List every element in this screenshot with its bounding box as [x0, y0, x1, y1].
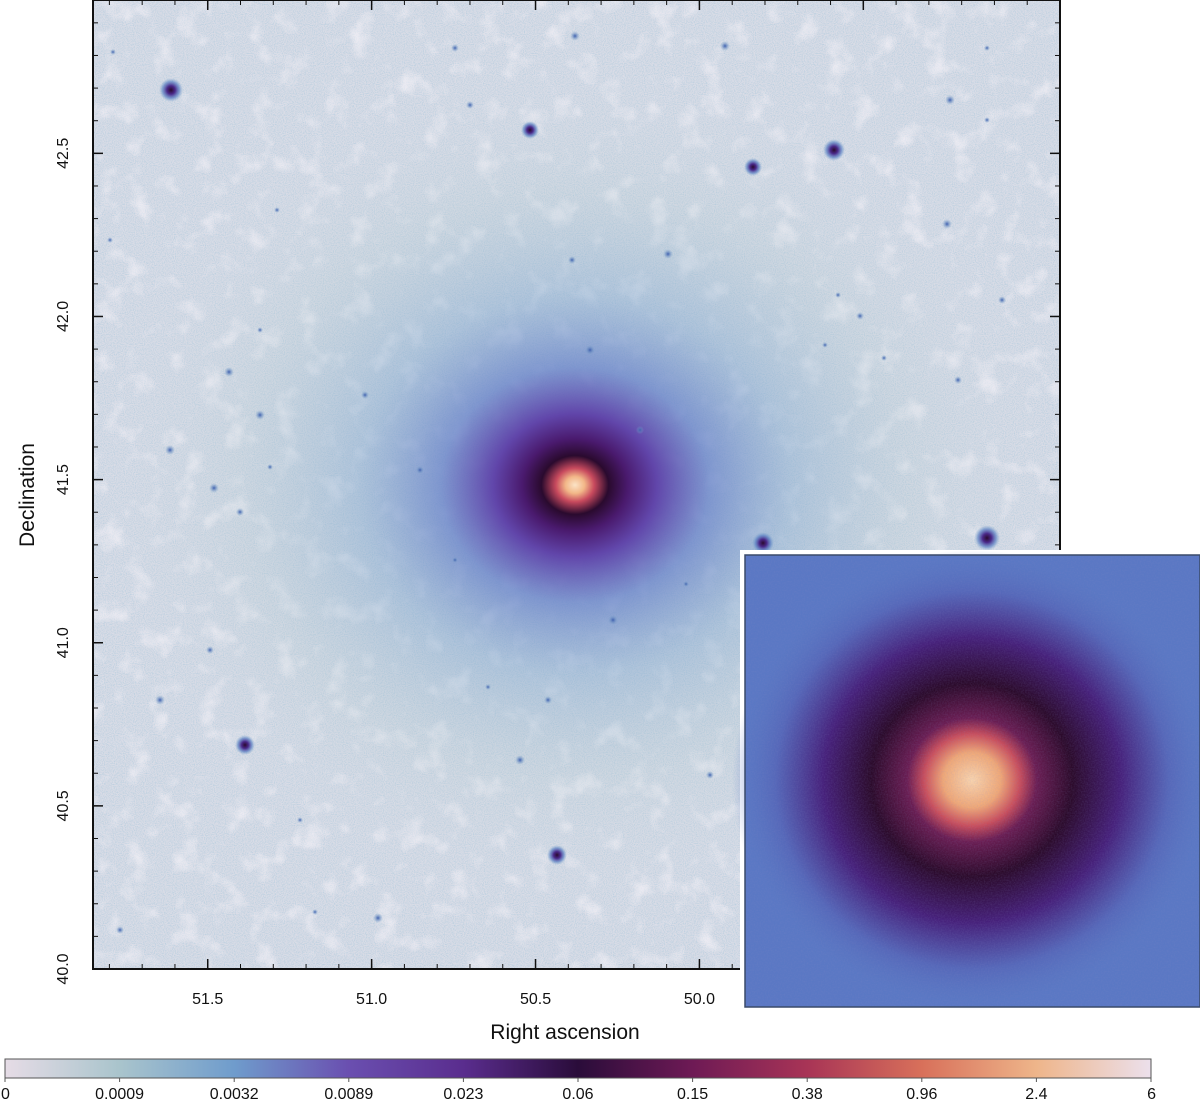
bright-star [744, 158, 762, 176]
faint-star [452, 557, 458, 563]
y-tick-label: 42.5 [55, 138, 72, 169]
colorbar-tick-label: 0.0009 [95, 1086, 144, 1101]
faint-star [451, 44, 459, 52]
colorbar-tick-label: 0.023 [443, 1086, 483, 1101]
y-tick-label: 42.0 [55, 301, 72, 332]
faint-star [568, 256, 576, 264]
faint-star [255, 410, 265, 420]
faint-star [636, 426, 644, 434]
faint-star [297, 817, 303, 823]
inset-zoom-panel [732, 550, 1200, 1010]
faint-star [224, 367, 234, 377]
colorbar: 0 0.0009 0.0032 0.0089 0.023 0.06 0.15 0.38 0.96… [1, 1058, 1156, 1101]
faint-star [856, 312, 864, 320]
faint-star [116, 926, 124, 934]
y-axis-title: Declination [16, 443, 39, 547]
bright-star [547, 845, 567, 865]
colorbar-tick-label: 0.0089 [324, 1086, 373, 1101]
faint-star [544, 696, 552, 704]
faint-star [984, 45, 990, 51]
faint-star [998, 296, 1006, 304]
faint-star [608, 615, 618, 625]
bright-star [823, 139, 845, 161]
y-tick-label: 40.5 [55, 790, 72, 821]
faint-star [515, 755, 525, 765]
bright-star [159, 78, 183, 102]
faint-star [942, 219, 952, 229]
faint-star [209, 483, 219, 493]
faint-star [485, 684, 491, 690]
faint-star [416, 466, 424, 474]
faint-star [267, 464, 273, 470]
colorbar-tick-label: 0.96 [906, 1086, 937, 1101]
y-tick-label: 41.0 [55, 627, 72, 658]
bright-star [521, 121, 539, 139]
x-tick-label: 51.0 [356, 991, 387, 1008]
y-tick-label: 40.0 [55, 953, 72, 984]
faint-star [945, 95, 955, 105]
inset-frame [744, 554, 1200, 1008]
faint-star [466, 101, 474, 109]
faint-star [312, 909, 318, 915]
faint-star [206, 646, 214, 654]
colorbar-tick-label: 6 [1147, 1086, 1156, 1101]
x-tick-label: 50.0 [684, 991, 715, 1008]
point-sources [107, 31, 1006, 934]
faint-star [373, 913, 383, 923]
y-tick-label: 41.5 [55, 464, 72, 495]
faint-star [570, 31, 580, 41]
faint-star [663, 249, 673, 259]
colorbar-gradient [4, 1058, 1152, 1079]
faint-star [683, 581, 689, 587]
faint-star [361, 391, 369, 399]
faint-star [110, 49, 116, 55]
faint-star [835, 292, 841, 298]
colorbar-tick-labels: 0 0.0009 0.0032 0.0089 0.023 0.06 0.15 0.38 0.96… [1, 1078, 1156, 1101]
colorbar-tick-label: 0.15 [677, 1086, 708, 1101]
faint-star [236, 508, 244, 516]
x-tick-label: 51.5 [192, 991, 223, 1008]
colorbar-tick-label: 0.06 [562, 1086, 593, 1101]
faint-star [585, 345, 595, 355]
faint-star [165, 445, 175, 455]
faint-star [954, 376, 962, 384]
x-tick-label: 50.5 [520, 991, 551, 1008]
x-axis-title: Right ascension [490, 1021, 639, 1044]
colorbar-tick-label: 2.4 [1025, 1086, 1047, 1101]
main-panel-frame [92, 0, 1061, 970]
bright-star [752, 532, 774, 554]
faint-star [706, 771, 714, 779]
faint-star [107, 237, 113, 243]
bright-star [974, 525, 1000, 551]
bright-star [235, 735, 255, 755]
colorbar-tick-label: 0.0032 [210, 1086, 259, 1101]
faint-star [984, 117, 990, 123]
inset-noise [745, 555, 1200, 1007]
colorbar-tick-label: 0 [1, 1086, 10, 1101]
faint-star [822, 342, 828, 348]
colorbar-tick-label: 0.38 [792, 1086, 823, 1101]
sky-image-panel [93, 0, 1060, 969]
faint-star [257, 327, 263, 333]
faint-star [155, 695, 165, 705]
faint-star [274, 207, 280, 213]
faint-star [881, 355, 887, 361]
faint-star [720, 41, 730, 51]
